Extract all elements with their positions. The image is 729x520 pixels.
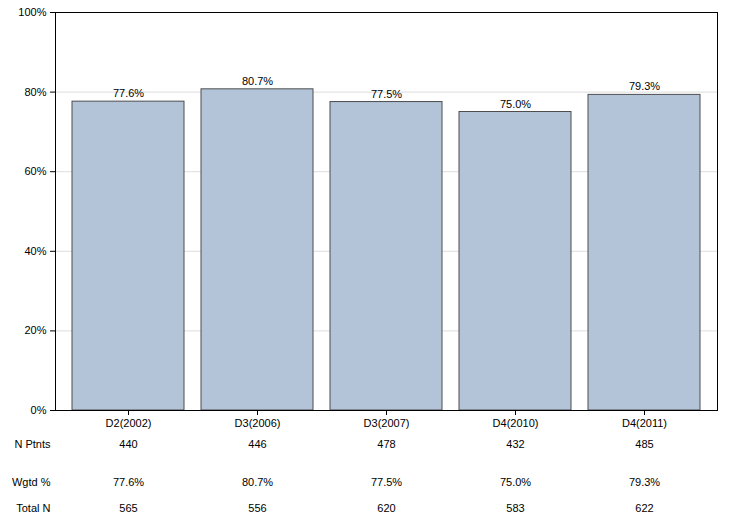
svg-text:79.3%: 79.3% — [629, 80, 660, 92]
svg-text:75.0%: 75.0% — [500, 476, 531, 488]
svg-text:622: 622 — [635, 502, 653, 514]
svg-text:478: 478 — [377, 438, 395, 450]
svg-text:D3(2006): D3(2006) — [235, 417, 281, 429]
svg-text:79.3%: 79.3% — [629, 476, 660, 488]
svg-text:620: 620 — [377, 502, 395, 514]
svg-text:75.0%: 75.0% — [500, 98, 531, 110]
svg-text:77.6%: 77.6% — [113, 87, 144, 99]
svg-text:D3(2007): D3(2007) — [364, 417, 410, 429]
svg-text:D4(2010): D4(2010) — [493, 417, 539, 429]
svg-text:D2(2002): D2(2002) — [106, 417, 152, 429]
svg-text:D4(2011): D4(2011) — [622, 417, 667, 429]
svg-text:Wgtd %: Wgtd % — [12, 476, 51, 488]
svg-text:80.7%: 80.7% — [242, 75, 273, 87]
svg-text:440: 440 — [119, 438, 137, 450]
svg-text:77.5%: 77.5% — [371, 88, 402, 100]
svg-text:565: 565 — [119, 502, 137, 514]
svg-text:556: 556 — [248, 502, 266, 514]
svg-text:100%: 100% — [18, 6, 46, 18]
svg-text:60%: 60% — [24, 165, 46, 177]
svg-text:0%: 0% — [31, 404, 47, 416]
svg-text:432: 432 — [506, 438, 524, 450]
svg-text:446: 446 — [248, 438, 266, 450]
svg-text:485: 485 — [635, 438, 653, 450]
svg-text:80%: 80% — [24, 86, 46, 98]
svg-text:77.6%: 77.6% — [113, 476, 144, 488]
svg-text:80.7%: 80.7% — [242, 476, 273, 488]
svg-text:40%: 40% — [24, 245, 46, 257]
svg-text:77.5%: 77.5% — [371, 476, 402, 488]
svg-text:Total N: Total N — [16, 502, 50, 514]
svg-text:20%: 20% — [24, 324, 46, 336]
svg-text:N Ptnts: N Ptnts — [14, 438, 51, 450]
svg-text:583: 583 — [506, 502, 524, 514]
